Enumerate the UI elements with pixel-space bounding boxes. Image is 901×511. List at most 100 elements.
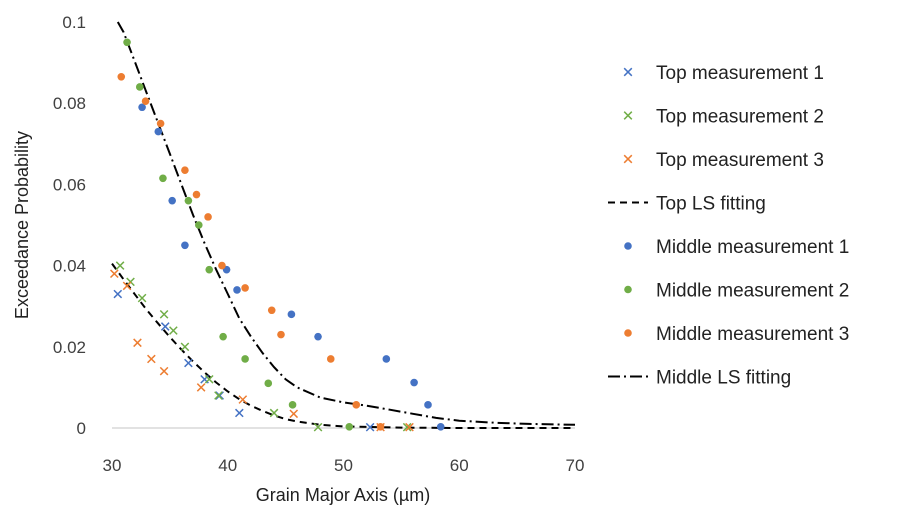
legend-marker-stroke — [623, 154, 633, 164]
data-point-s1-stroke — [169, 326, 178, 335]
legend-entry: Middle LS fitting — [608, 368, 791, 389]
data-point-s1 — [159, 309, 169, 319]
y-axis-ticks: 0 0.02 0.04 0.06 0.08 0.1 — [53, 13, 86, 438]
legend-entry: Top LS fitting — [608, 194, 766, 215]
data-point-s1 — [204, 374, 214, 384]
data-point-s5 — [135, 83, 144, 91]
data-point-s0 — [215, 391, 224, 400]
legend-label: Top LS fitting — [656, 194, 766, 215]
legend-entry: Top measurement 3 — [623, 150, 824, 171]
series-line-3 — [111, 263, 575, 429]
legend-entry: Middle measurement 3 — [624, 324, 849, 345]
x-tick-label: 50 — [334, 456, 353, 475]
data-point-s1 — [169, 326, 178, 335]
data-point-s0-stroke — [215, 391, 224, 400]
data-point-s5 — [205, 265, 214, 274]
data-point-s2 — [133, 338, 142, 348]
legend-marker — [623, 154, 633, 164]
data-point-s0 — [184, 358, 193, 368]
data-point-s5 — [241, 355, 249, 363]
data-point-s2 — [238, 395, 248, 404]
data-point-s2 — [196, 383, 206, 392]
data-point-s0 — [113, 289, 123, 299]
data-point-s1-stroke — [159, 309, 169, 319]
legend-entry: Middle measurement 2 — [624, 281, 849, 302]
legend-marker — [623, 67, 633, 77]
data-point-s2 — [159, 366, 169, 376]
data-point-s6 — [117, 73, 126, 81]
data-point-s1-stroke — [313, 422, 323, 432]
x-tick-label: 60 — [450, 456, 469, 475]
data-point-s5 — [123, 38, 131, 47]
data-point-s2-stroke — [109, 269, 119, 279]
data-point-s1-stroke — [115, 261, 125, 270]
series-line-7 — [116, 21, 576, 426]
data-point-s1 — [214, 391, 223, 400]
data-point-s2 — [405, 422, 414, 432]
x-tick-label: 30 — [103, 456, 122, 475]
data-point-s2-stroke — [133, 338, 142, 348]
data-point-s6 — [181, 166, 189, 174]
data-point-s4 — [424, 401, 432, 409]
x-axis-title: Grain Major Axis (µm) — [256, 485, 430, 505]
legend-label: Middle measurement 1 — [656, 237, 849, 258]
data-point-s2 — [109, 269, 119, 279]
data-point-s6 — [277, 330, 285, 339]
data-point-s1 — [313, 422, 323, 432]
data-markers — [109, 38, 445, 432]
data-point-s0 — [365, 422, 375, 432]
data-point-s2-stroke — [122, 281, 132, 291]
legend-marker-stroke — [623, 67, 633, 77]
data-point-s0-stroke — [113, 289, 123, 299]
data-point-s1-stroke — [269, 408, 279, 418]
data-point-s6 — [218, 261, 226, 270]
data-point-s2-stroke — [196, 383, 206, 392]
data-point-s1-stroke — [214, 391, 223, 400]
data-point-s2-stroke — [159, 366, 169, 376]
data-point-s1-stroke — [180, 342, 190, 352]
y-tick-label: 0.1 — [62, 13, 86, 32]
data-point-s6 — [376, 422, 385, 431]
fit-lines — [111, 21, 576, 429]
data-point-s0-stroke — [365, 422, 375, 432]
legend: Top measurement 1 Top measurement 2 Top me… — [608, 63, 849, 389]
data-point-s1-stroke — [204, 374, 214, 384]
data-point-s2 — [289, 409, 299, 419]
data-point-s5 — [345, 422, 354, 431]
plot-area: 30 40 50 60 70 0 0.02 0.04 0.06 0.08 0.1 — [53, 13, 585, 475]
data-point-s0 — [234, 408, 244, 418]
data-point-s4 — [410, 378, 418, 387]
data-point-s1 — [180, 342, 190, 352]
data-point-s4 — [168, 196, 176, 205]
data-point-s4 — [436, 422, 445, 431]
legend-label: Top measurement 2 — [656, 107, 824, 128]
y-tick-label: 0.02 — [53, 338, 86, 357]
data-point-s5 — [184, 196, 193, 205]
data-point-s6 — [141, 97, 150, 105]
data-point-s6 — [241, 284, 249, 292]
data-point-s0-stroke — [184, 358, 193, 368]
data-point-s4 — [314, 332, 322, 341]
legend-label: Top measurement 3 — [656, 150, 824, 171]
legend-label: Middle measurement 2 — [656, 281, 849, 302]
y-axis-title: Exceedance Probability — [12, 131, 32, 319]
legend-label: Middle measurement 3 — [656, 324, 849, 345]
legend-entry: Middle measurement 1 — [624, 237, 849, 258]
data-point-s2-stroke — [238, 395, 248, 404]
data-point-s1 — [137, 293, 147, 303]
data-point-s0-stroke — [234, 408, 244, 418]
legend-marker — [624, 285, 632, 294]
data-point-s5 — [159, 174, 167, 183]
x-tick-label: 40 — [218, 456, 237, 475]
legend-label: Middle LS fitting — [656, 368, 791, 389]
data-point-s1-stroke — [137, 293, 147, 303]
data-point-s4 — [287, 310, 296, 319]
data-point-s5 — [264, 379, 273, 388]
data-point-s5 — [195, 221, 203, 229]
data-point-s2-stroke — [147, 354, 156, 364]
data-point-s6 — [326, 355, 335, 363]
data-point-s6 — [267, 306, 276, 315]
y-tick-label: 0.08 — [53, 94, 86, 113]
data-point-s2 — [122, 281, 132, 291]
